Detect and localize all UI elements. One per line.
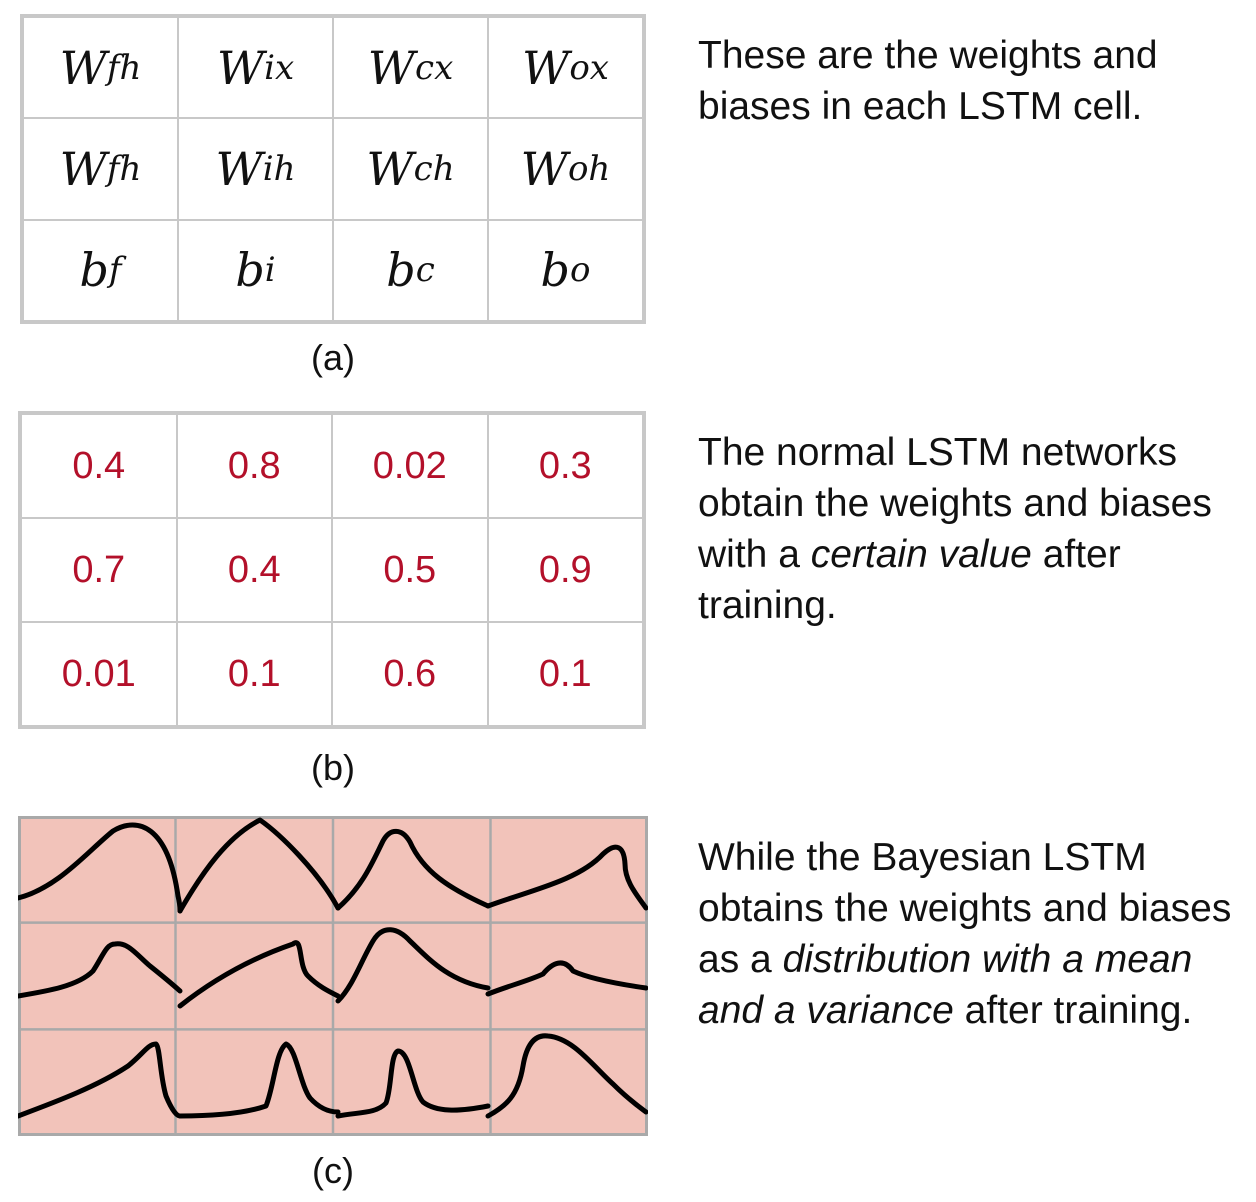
- symbol-base: W: [59, 40, 107, 95]
- symbol-subscript: ih: [262, 148, 296, 189]
- symbol-base: W: [59, 141, 107, 196]
- distribution-curve-11: [335, 1048, 491, 1119]
- symbol-base: b: [79, 243, 109, 298]
- symbol-base: b: [540, 243, 570, 298]
- symbol-base: W: [367, 40, 416, 95]
- symbol-subscript: c: [415, 250, 435, 291]
- description-b-emphasis: certain value: [810, 533, 1032, 576]
- distribution-curve-3: [335, 828, 491, 911]
- distribution-curve-9: [18, 1041, 183, 1119]
- description-c: While the Bayesian LSTM obtains the weig…: [698, 832, 1254, 1036]
- distribution-curve-6: [177, 940, 341, 1009]
- symbol-base: W: [215, 141, 263, 196]
- caption-a: (a): [311, 337, 355, 378]
- value-cell: 0.01: [21, 622, 177, 726]
- distribution-curve-2: [177, 817, 341, 914]
- description-a: These are the weights and biases in each…: [698, 34, 1158, 128]
- description-c-after: after training.: [953, 989, 1193, 1032]
- distribution-curve-1: [18, 822, 183, 914]
- value-cell: 0.5: [332, 518, 488, 622]
- distribution-curve-8: [485, 960, 648, 997]
- description-b-after: after training.: [698, 533, 1121, 627]
- value-cell: 0.3: [487, 414, 643, 518]
- description-b-before: The normal LSTM networks obtain the weig…: [698, 431, 1212, 576]
- symbol-subscript: ox: [569, 47, 609, 88]
- distribution-curve-7: [335, 927, 491, 1004]
- value-cell: 0.6: [332, 622, 488, 726]
- symbol-subscript: fh: [106, 148, 142, 189]
- symbol-subscript: f: [108, 250, 122, 291]
- description-c-emphasis: distribution with a mean and a variance: [698, 938, 1193, 1032]
- symbol-subscript: ix: [264, 47, 295, 88]
- symbol-subscript: o: [569, 250, 591, 291]
- symbol-base: W: [522, 40, 570, 95]
- value-cell: 0.4: [176, 518, 332, 622]
- value-cell: 0.1: [176, 622, 332, 726]
- symbol-base: W: [216, 40, 265, 95]
- caption-c: (c): [312, 1150, 354, 1191]
- description-c-before: While the Bayesian LSTM obtains the weig…: [698, 836, 1232, 981]
- symbol-subscript: ch: [413, 148, 455, 189]
- symbol-subscript: oh: [567, 148, 611, 189]
- distribution-curve-12: [485, 1033, 648, 1119]
- value-cell: 0.7: [21, 518, 177, 622]
- caption-b: (b): [311, 747, 355, 788]
- symbol-subscript: i: [264, 250, 276, 291]
- distribution-curve-5: [18, 941, 183, 999]
- value-cell: 0.8: [176, 414, 332, 518]
- value-cell: 0.02: [332, 414, 488, 518]
- parameter-distribution-table: [18, 816, 648, 1136]
- symbol-subscript: cx: [415, 47, 454, 88]
- symbol-subscript: fh: [106, 47, 142, 88]
- description-b: The normal LSTM networks obtain the weig…: [698, 427, 1254, 631]
- distribution-curve-10: [177, 1041, 341, 1119]
- symbol-base: b: [386, 243, 416, 298]
- symbol-base: b: [235, 243, 265, 298]
- value-cell: 0.4: [21, 414, 177, 518]
- value-cell: 0.9: [487, 518, 643, 622]
- value-cell: 0.1: [487, 622, 643, 726]
- parameter-value-table: 0.4 0.8 0.02 0.3 0.7 0.4 0.5 0.9 0.01 0.1 0.6 0.1: [18, 411, 646, 729]
- symbol-base: W: [366, 141, 414, 196]
- symbol-base: W: [520, 141, 568, 196]
- distribution-curve-4: [485, 844, 648, 911]
